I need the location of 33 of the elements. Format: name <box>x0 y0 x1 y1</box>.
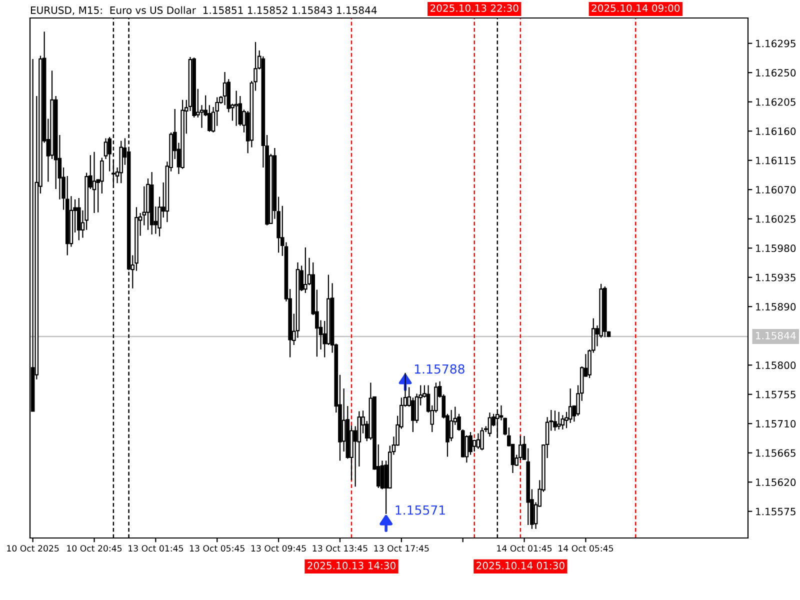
text: EURUSD, M15: Euro vs US Dollar 1.15851 1.15852 1.15843 1.15844 <box>30 6 377 15</box>
y-tick-label: 1.16205 <box>756 98 796 106</box>
y-tick-label: 1.16025 <box>756 215 796 223</box>
y-tick-label: 1.15755 <box>756 390 796 398</box>
ref-line-label: 2025.10.14 01:30 <box>476 562 564 570</box>
y-tick-label: 1.15665 <box>756 449 796 457</box>
x-tick-label: 13 Oct 01:45 <box>128 545 183 552</box>
ref-line-label: 2025.10.13 14:30 <box>308 562 396 570</box>
y-tick-label: 1.16295 <box>756 40 796 48</box>
y-tick-label: 1.15710 <box>756 420 796 428</box>
x-tick-label: 10 Oct 20:45 <box>67 545 122 552</box>
annotation: 1.15571 <box>396 506 445 515</box>
y-tick-label: 1.15575 <box>756 508 796 516</box>
x-tick-label: 14 Oct 05:45 <box>558 545 614 552</box>
ref-line-label: 2025.10.14 09:00 <box>592 4 680 12</box>
y-tick-label: 1.15935 <box>756 274 796 282</box>
x-tick-label: 13 Oct 17:45 <box>374 545 429 552</box>
y-tick-label: 1.15620 <box>756 478 796 486</box>
y-tick-label: 1.16070 <box>756 186 796 194</box>
y-tick-label: 1.16250 <box>756 68 796 77</box>
ref-line-label: 1.15844 <box>756 332 796 340</box>
y-tick-label: 1.15800 <box>756 361 796 370</box>
ref-line-label: 2025.10.13 22:30 <box>430 4 518 12</box>
x-tick-label: 10 Oct 2025 <box>7 545 59 552</box>
x-tick-label: 13 Oct 05:45 <box>190 545 244 552</box>
annotation: 1.15788 <box>414 364 464 374</box>
y-tick-label: 1.16115 <box>756 156 796 164</box>
x-tick-label: 13 Oct 09:45 <box>251 545 306 552</box>
x-tick-label: 13 Oct 13:45 <box>312 545 368 552</box>
y-tick-label: 1.15890 <box>756 302 796 311</box>
y-tick-label: 1.15980 <box>756 244 796 252</box>
x-tick-label: 14 Oct 01:45 <box>497 545 552 552</box>
y-tick-label: 1.16160 <box>756 127 796 136</box>
